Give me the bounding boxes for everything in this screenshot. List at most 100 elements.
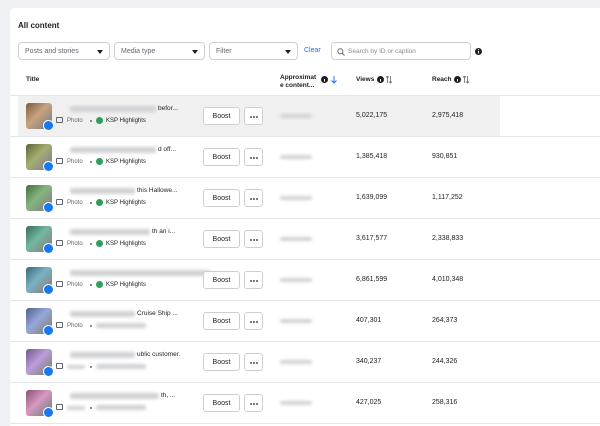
boost-button[interactable]: Boost — [203, 189, 240, 207]
separator-dot — [90, 243, 92, 245]
dots — [249, 157, 258, 159]
separator-dot — [90, 202, 92, 204]
facebook-badge — [43, 202, 54, 213]
post-title: befor... — [158, 105, 178, 112]
table-row[interactable]: Cruise Ship ... Photo Boost 407,301 264,373 — [10, 301, 600, 342]
separator-dot — [90, 161, 92, 163]
dropdown-label: Posts and stories — [25, 48, 79, 55]
blurred-caption — [70, 352, 135, 358]
sort-icons[interactable] — [377, 76, 395, 84]
boost-button[interactable]: Boost — [203, 107, 240, 125]
page-avatar — [96, 240, 103, 247]
content-card: All content Posts and stories Media type… — [10, 8, 600, 426]
column-header: Title — [26, 76, 40, 83]
separator-dot — [90, 366, 92, 368]
blurred-caption — [70, 147, 156, 153]
table-row[interactable]: befor... Photo KSP Highlights Boost 5,022,17… — [10, 96, 600, 137]
blurred-page — [96, 364, 146, 369]
more-button[interactable] — [244, 148, 263, 166]
clear-link[interactable]: Clear — [304, 47, 321, 54]
boost-button[interactable]: Boost — [203, 353, 240, 371]
facebook-badge — [43, 284, 54, 295]
table-row[interactable]: ublic customer. Boost 340,237 244,326 — [10, 342, 600, 383]
media-icon — [56, 158, 63, 164]
views: 427,025 — [356, 399, 382, 406]
more-button[interactable] — [244, 189, 263, 207]
more-button[interactable] — [244, 353, 263, 371]
search-placeholder: Search by ID or caption — [348, 48, 416, 55]
more-button[interactable] — [244, 271, 263, 289]
separator-dot — [90, 407, 92, 409]
blurred-type — [67, 365, 85, 369]
boost-button[interactable]: Boost — [203, 148, 240, 166]
boost-button[interactable]: Boost — [203, 271, 240, 289]
blurred-content — [280, 196, 312, 200]
dots — [249, 198, 258, 200]
table-row[interactable]: th an i... Photo KSP Highlights Boost 3,617,… — [10, 219, 600, 260]
reach: 2,338,833 — [432, 235, 464, 242]
page-avatar — [96, 281, 103, 288]
caret — [285, 50, 291, 54]
more-button[interactable] — [244, 107, 263, 125]
sort-icons[interactable] — [321, 76, 339, 84]
info-icon — [475, 48, 482, 55]
row-divider — [10, 382, 600, 383]
views: 6,861,599 — [356, 276, 388, 283]
boost-button[interactable]: Boost — [203, 312, 240, 330]
blurred-page — [96, 405, 146, 410]
post-title: ublic customer. — [137, 351, 181, 358]
column-header[interactable]: Approximate content... — [280, 74, 317, 89]
page-name: KSP Highlights — [106, 200, 146, 206]
reach: 4,010,348 — [432, 276, 464, 283]
dots — [249, 116, 258, 118]
blurred-caption — [70, 393, 159, 399]
reach: 244,326 — [432, 358, 458, 365]
media-dropdown[interactable]: Media type — [114, 42, 205, 60]
search-box[interactable]: Search by ID or caption — [331, 42, 471, 60]
sort-icons[interactable] — [454, 76, 472, 84]
blurred-content — [280, 278, 312, 282]
more-button[interactable] — [244, 312, 263, 330]
posts-dropdown[interactable]: Posts and stories — [18, 42, 110, 60]
section-title: All content — [18, 21, 60, 30]
dots — [249, 239, 258, 241]
media-type: Photo — [67, 323, 83, 329]
table-row[interactable]: this Hallowe... Photo KSP Highlights Boost 1… — [10, 178, 600, 219]
media-icon — [56, 240, 63, 246]
row-divider — [10, 300, 600, 301]
row-divider — [10, 136, 600, 137]
media-icon — [56, 363, 63, 369]
media-icon — [56, 199, 63, 205]
media-icon — [56, 322, 63, 328]
filter-dropdown[interactable]: Filter — [209, 42, 298, 60]
post-title: Cruise Ship ... — [137, 310, 178, 317]
blurred-content — [280, 360, 312, 364]
more-button[interactable] — [244, 394, 263, 412]
column-header[interactable]: Reach — [432, 76, 452, 83]
reach: 2,975,418 — [432, 112, 464, 119]
blurred-page — [96, 323, 146, 328]
dropdown-label: Media type — [121, 48, 156, 55]
media-type: Photo — [67, 241, 83, 247]
facebook-badge — [43, 120, 54, 131]
column-header[interactable]: Views — [356, 76, 375, 83]
boost-button[interactable]: Boost — [203, 230, 240, 248]
table-row[interactable]: Photo KSP Highlights Boost 6,861,599 4,010,3… — [10, 260, 600, 301]
media-type: Photo — [67, 118, 83, 124]
blurred-caption — [70, 311, 135, 317]
more-button[interactable] — [244, 230, 263, 248]
boost-button[interactable]: Boost — [203, 394, 240, 412]
caret — [97, 50, 103, 54]
views: 3,617,577 — [356, 235, 388, 242]
blurred-content — [280, 401, 312, 405]
row-divider — [10, 259, 600, 260]
table-row[interactable]: d off... Photo KSP Highlights Boost 1,385,41… — [10, 137, 600, 178]
page-avatar — [96, 158, 103, 165]
post-title: th, ... — [161, 392, 176, 399]
separator-dot — [90, 325, 92, 327]
table-row[interactable]: th, ... Boost 427,025 258,316 — [10, 383, 600, 424]
blurred-type — [67, 406, 85, 410]
media-icon — [56, 404, 63, 410]
